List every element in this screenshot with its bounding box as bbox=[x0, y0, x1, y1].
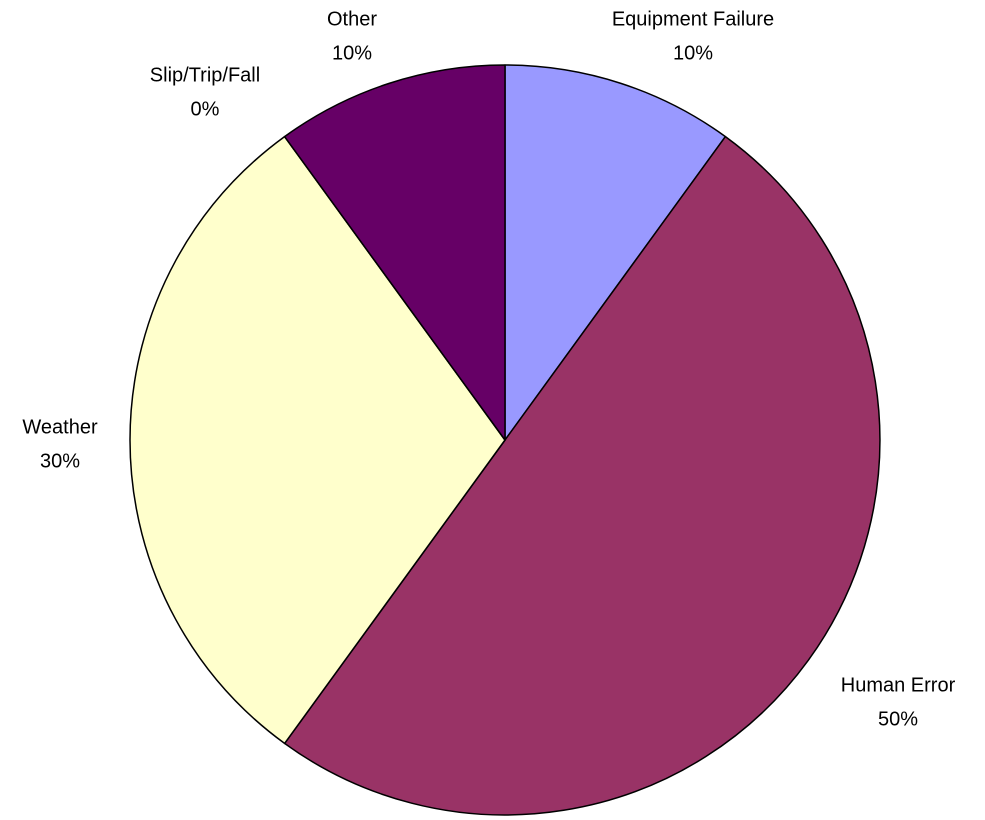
slice-value-label: 0% bbox=[191, 98, 220, 120]
slice-label: Equipment Failure bbox=[612, 8, 774, 30]
pie-slice bbox=[129, 135, 506, 745]
slice-value-label: 10% bbox=[673, 42, 713, 64]
pie-slice bbox=[283, 135, 881, 816]
slice-label: Weather bbox=[22, 416, 98, 438]
slice-label: Slip/Trip/Fall bbox=[150, 64, 260, 86]
pie-slice bbox=[504, 64, 727, 441]
slice-label: Human Error bbox=[841, 674, 956, 696]
slice-label: Other bbox=[327, 8, 377, 30]
slice-value-label: 10% bbox=[332, 42, 372, 64]
slice-value-label: 30% bbox=[40, 450, 80, 472]
pie-slice bbox=[283, 64, 506, 441]
slice-value-label: 50% bbox=[878, 708, 918, 730]
